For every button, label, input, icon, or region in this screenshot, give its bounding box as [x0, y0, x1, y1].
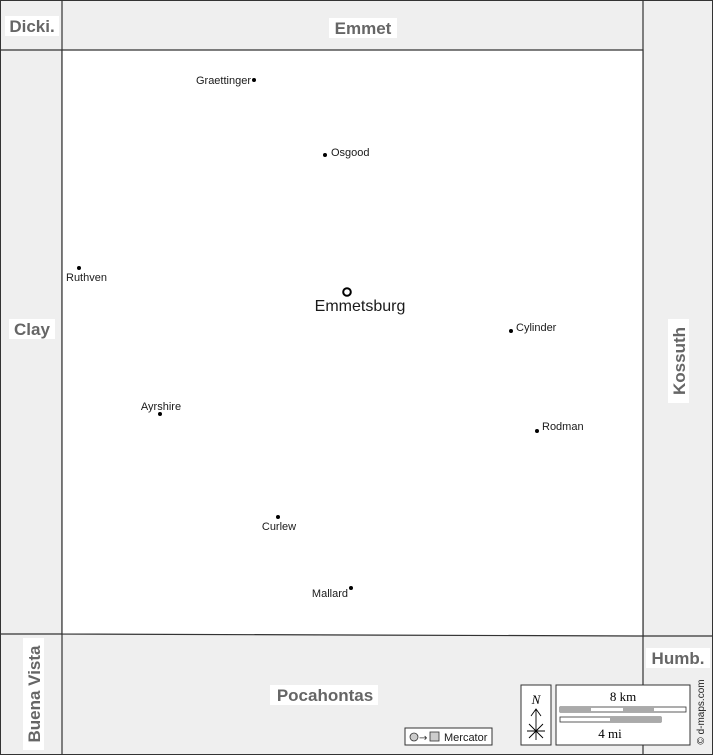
- credit-label: © d-maps.com: [696, 679, 707, 744]
- cylinder-label: Cylinder: [516, 322, 557, 334]
- osgood-dot: [323, 153, 327, 157]
- pocahontas-label-bg: [270, 685, 378, 705]
- projection-label: Mercator: [444, 732, 488, 744]
- palo-alto-county: [61, 49, 644, 637]
- emmet-label: Emmet: [335, 19, 392, 38]
- humboldt-label-bg: [646, 648, 710, 668]
- rodman-dot: [535, 429, 539, 433]
- ruthven-label: Ruthven: [66, 272, 107, 284]
- ayrshire-label: Ayrshire: [141, 401, 181, 413]
- emmet-label-bg: [329, 18, 397, 38]
- curlew-dot: [276, 515, 280, 519]
- mallard-dot: [349, 586, 353, 590]
- north-letter: N: [531, 692, 542, 707]
- clay-label-bg: [9, 319, 55, 339]
- emmetsburg-label: Emmetsburg: [315, 298, 406, 315]
- north-arrow: N: [520, 684, 552, 746]
- scale-mi-label: 4 mi: [598, 726, 622, 741]
- cylinder-dot: [509, 329, 513, 333]
- mallard-label: Mallard: [312, 588, 348, 600]
- dickinson-label: Dicki.: [9, 17, 54, 36]
- emmetsburg-seat-marker: [342, 287, 352, 297]
- scale-km-label: 8 km: [610, 689, 636, 704]
- graettinger-dot: [252, 78, 256, 82]
- buena-vista-label: Buena Vista: [25, 645, 44, 743]
- buena-vista-label-bg: [23, 638, 44, 750]
- dickinson-label-bg: [5, 16, 59, 36]
- kossuth-label: Kossuth: [670, 327, 689, 395]
- osgood-label: Osgood: [331, 147, 370, 159]
- scale-bar: 8 km 4 mi: [555, 684, 691, 746]
- curlew-label: Curlew: [262, 521, 296, 533]
- north-arrow-icon: [527, 708, 545, 740]
- arrow-icon: →: [419, 733, 427, 744]
- ayrshire-dot: [158, 412, 162, 416]
- ruthven-dot: [77, 266, 81, 270]
- clay-label: Clay: [14, 320, 50, 339]
- globe-icon: [409, 732, 419, 742]
- humboldt-label: Humb.: [652, 649, 705, 668]
- rodman-label: Rodman: [542, 421, 584, 433]
- pocahontas-label: Pocahontas: [277, 686, 373, 705]
- graettinger-label: Graettinger: [196, 75, 251, 87]
- projection-box: → Mercator: [404, 727, 493, 746]
- kossuth-label-bg: [668, 319, 689, 403]
- flat-map-icon: [429, 731, 440, 742]
